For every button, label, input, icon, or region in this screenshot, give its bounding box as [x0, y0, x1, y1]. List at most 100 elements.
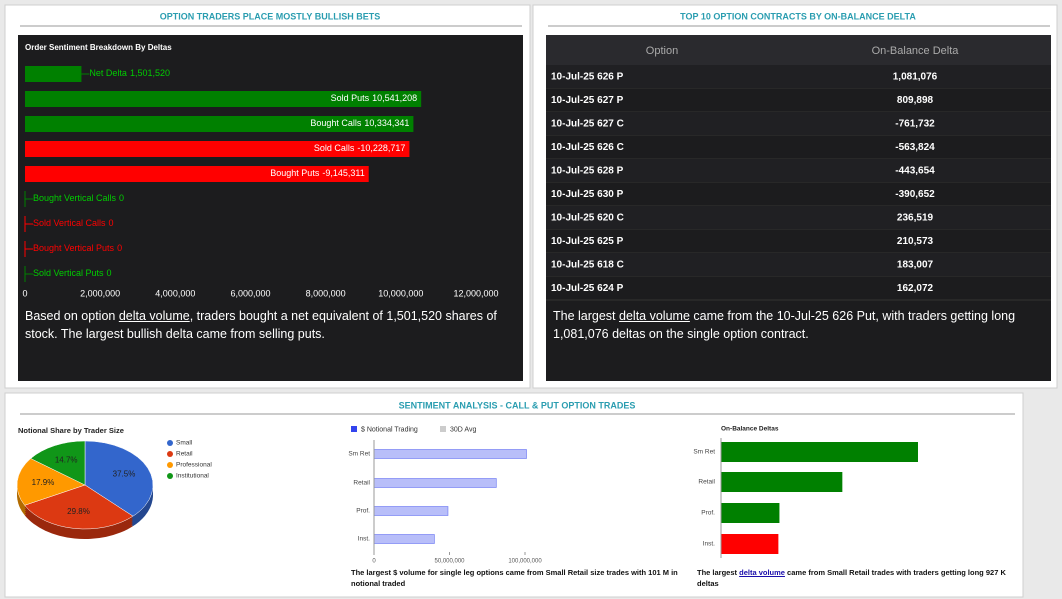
value-label: 1,501,520	[130, 68, 170, 78]
data-label: 37.5%	[113, 470, 136, 479]
data-label: Bought Vertical Puts 0	[33, 243, 122, 253]
chart-title: On-Balance Deltas	[721, 426, 779, 433]
x-tick-label: 0	[372, 559, 376, 565]
bar	[373, 449, 527, 459]
table-row	[546, 206, 1051, 230]
value-label: -9,145,311	[322, 168, 364, 178]
y-tick-label: Inst.	[358, 536, 370, 543]
table-cell: 10-Jul-25 627 P	[551, 95, 624, 106]
category-label: Bought Vertical Puts	[33, 243, 115, 253]
value-label: 10,541,208	[372, 93, 417, 103]
data-label: 14.7%	[55, 456, 78, 465]
panel-header: SENTIMENT ANALYSIS - CALL & PUT OPTION T…	[399, 400, 636, 410]
data-label: Sold Vertical Calls 0	[33, 218, 114, 228]
value-label: 10,334,341	[364, 118, 409, 128]
category-label: Sold Vertical Calls	[33, 218, 106, 228]
value-label: 0	[117, 243, 122, 253]
table-row	[546, 112, 1051, 136]
link[interactable]: delta volume	[118, 309, 190, 323]
text: The largest	[553, 309, 620, 323]
x-tick-label: 0	[22, 288, 27, 298]
x-tick-label: 4,000,000	[155, 288, 195, 298]
table-cell: 10-Jul-25 624 P	[551, 283, 624, 294]
category-label: Sold Puts	[331, 93, 370, 103]
data-label: Sold Vertical Puts 0	[33, 268, 112, 278]
column-header: Option	[646, 45, 678, 57]
bar	[373, 506, 449, 516]
summary-text: The largest $ volume for single leg opti…	[351, 568, 678, 588]
data-label: Bought Vertical Calls 0	[33, 193, 124, 203]
legend-marker	[167, 451, 173, 457]
text: The largest	[697, 568, 740, 577]
panel-header: OPTION TRADERS PLACE MOSTLY BULLISH BETS	[160, 11, 381, 21]
category-label: Sold Vertical Puts	[33, 268, 104, 278]
chart-title: Notional Share by Trader Size	[18, 426, 124, 435]
y-tick-label: Sm Ret	[348, 451, 370, 458]
table-cell: 162,072	[897, 283, 934, 294]
category-label: Net Delta	[89, 68, 127, 78]
table-cell: 210,573	[897, 236, 934, 247]
x-tick-label: 12,000,000	[453, 288, 498, 298]
bar	[373, 534, 435, 544]
bar	[721, 472, 843, 492]
data-label: Sold Calls -10,228,717	[314, 143, 406, 153]
table-cell: 10-Jul-25 628 P	[551, 166, 624, 177]
table-row	[546, 135, 1051, 159]
x-tick-label: 100,000,000	[508, 559, 542, 565]
table-cell: 10-Jul-25 618 C	[551, 260, 624, 271]
legend-label: Institutional	[176, 473, 209, 480]
x-tick-label: 2,000,000	[80, 288, 120, 298]
table-header	[546, 35, 1051, 65]
legend-label: Small	[176, 440, 193, 447]
pie-slice	[24, 484, 134, 530]
summary-text: The largest delta volume came from Small…	[697, 567, 1027, 589]
category-label: Sold Calls	[314, 143, 355, 153]
category-label: Bought Calls	[310, 118, 362, 128]
table-cell: 10-Jul-25 626 C	[551, 142, 624, 153]
table-cell: 10-Jul-25 630 P	[551, 189, 624, 200]
legend-label: 30D Avg	[450, 426, 476, 433]
pie-slice	[84, 440, 154, 517]
table-cell: -390,652	[895, 189, 935, 200]
table-cell: 183,007	[897, 260, 934, 271]
data-label: 17.9%	[32, 478, 55, 487]
legend-label: Retail	[176, 451, 193, 458]
table-cell: 236,519	[897, 213, 934, 224]
x-tick-label: 10,000,000	[378, 288, 423, 298]
link[interactable]: delta volume	[619, 309, 690, 323]
data-label: Net Delta 1,501,520	[89, 68, 170, 78]
data-label: Sold Puts 10,541,208	[331, 93, 418, 103]
legend-marker	[167, 462, 173, 468]
legend-marker	[167, 473, 173, 479]
legend-marker	[440, 426, 446, 432]
column-header: On-Balance Delta	[872, 45, 960, 57]
table-row	[546, 229, 1051, 253]
bar	[721, 534, 779, 554]
y-tick-label: Sm Ret	[693, 449, 715, 456]
chart-title: Order Sentiment Breakdown By Deltas	[25, 43, 172, 52]
y-tick-label: Retail	[353, 480, 370, 487]
table-cell: 10-Jul-25 627 C	[551, 119, 624, 130]
text: , traders bought a net equivalent of 1,5…	[25, 309, 497, 341]
legend-label: Professional	[176, 462, 212, 469]
bar	[25, 166, 369, 182]
table-cell: -563,824	[895, 142, 935, 153]
bar	[25, 91, 422, 107]
bar	[721, 503, 780, 523]
table-cell: 809,898	[897, 95, 934, 106]
category-label: Bought Puts	[270, 168, 320, 178]
link[interactable]: delta volume	[739, 568, 785, 577]
bar	[25, 141, 410, 157]
value-label: 0	[119, 193, 124, 203]
x-tick-label: 8,000,000	[306, 288, 346, 298]
table-row	[546, 182, 1051, 206]
table-cell: -443,654	[895, 166, 935, 177]
x-tick-label: 50,000,000	[434, 559, 465, 565]
table-cell: 10-Jul-25 625 P	[551, 236, 624, 247]
table-cell: 10-Jul-25 620 C	[551, 213, 624, 224]
y-tick-label: Prof.	[701, 510, 715, 517]
value-label: 0	[109, 218, 114, 228]
table-row	[546, 88, 1051, 112]
text: came from Small Retail trades with trade…	[697, 568, 1006, 588]
